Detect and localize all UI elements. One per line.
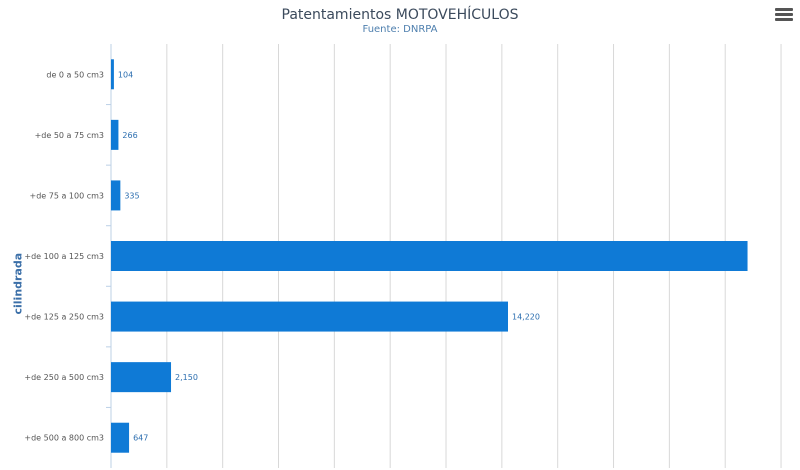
category-axis — [106, 44, 112, 468]
bar — [111, 362, 172, 393]
hamburger-menu-icon[interactable] — [775, 8, 793, 24]
data-label: 14,220 — [512, 313, 540, 322]
bar — [111, 422, 130, 453]
category-label: +de 500 a 800 cm3 — [24, 434, 104, 443]
category-label: +de 100 a 125 cm3 — [24, 252, 104, 261]
category-label: de 0 a 50 cm3 — [46, 70, 104, 79]
chart-subtitle: Fuente: DNRPA — [362, 24, 438, 35]
category-label: +de 50 a 75 cm3 — [35, 131, 104, 140]
category-label: +de 125 a 250 cm3 — [24, 313, 104, 322]
bar — [111, 119, 119, 150]
data-label: 335 — [124, 191, 139, 200]
bar — [111, 180, 121, 211]
data-label: 104 — [118, 70, 133, 79]
bars — [111, 59, 748, 453]
category-label: +de 75 a 100 cm3 — [29, 191, 104, 200]
data-label: 2,150 — [175, 373, 198, 382]
data-label: 266 — [122, 131, 137, 140]
labels: de 0 a 50 cm3 104 +de 50 a 75 cm3 266 +de 75… — [24, 70, 540, 442]
bar — [111, 241, 748, 271]
data-label: 647 — [133, 434, 148, 443]
category-label: +de 250 a 500 cm3 — [24, 373, 104, 382]
chart-title: Patentamientos MOTOVEHÍCULOS — [281, 7, 519, 23]
bar — [111, 59, 114, 90]
bar — [111, 301, 508, 332]
